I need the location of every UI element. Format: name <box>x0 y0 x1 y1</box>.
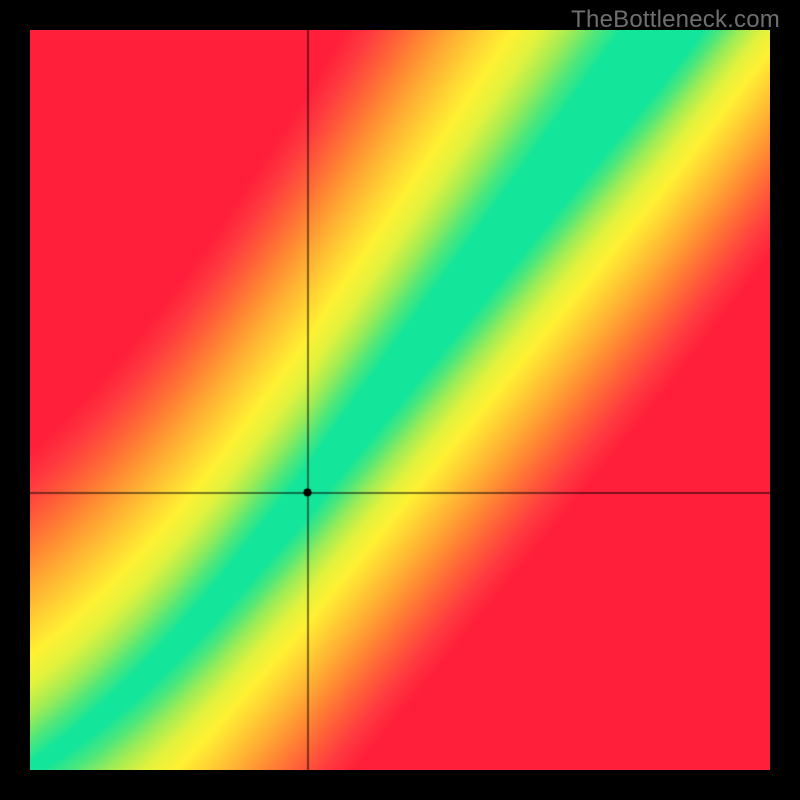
heatmap-canvas <box>30 30 770 770</box>
plot-area <box>30 30 770 770</box>
watermark-text: TheBottleneck.com <box>571 6 780 34</box>
chart-container: TheBottleneck.com <box>0 0 800 800</box>
